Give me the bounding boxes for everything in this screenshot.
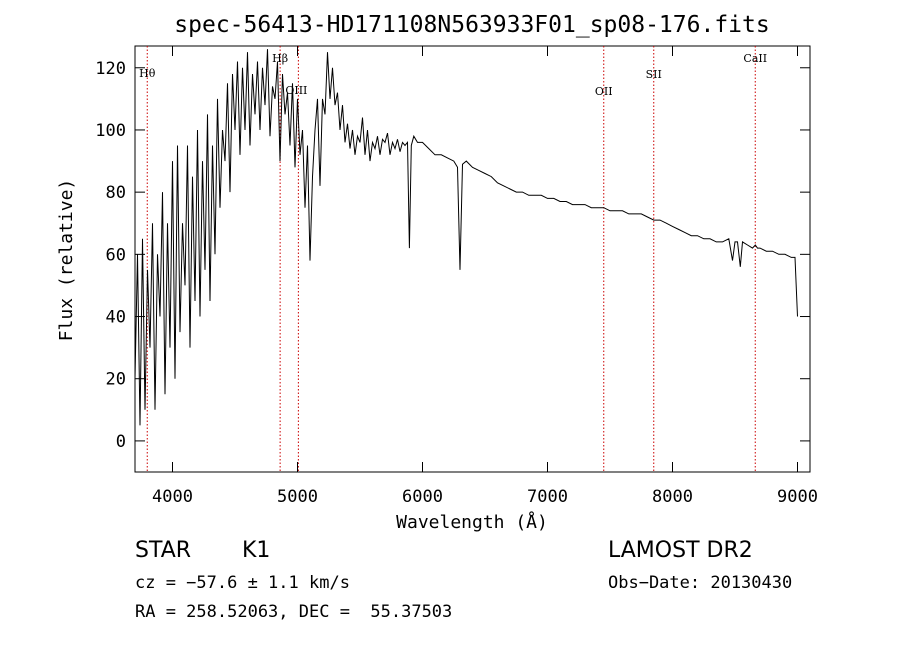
y-tick-label: 100 (95, 121, 126, 141)
x-tick-label: 4000 (152, 487, 193, 507)
y-tick-label: 120 (95, 59, 126, 79)
y-tick-label: 40 (106, 308, 126, 328)
line-marker-label: SII (646, 68, 662, 81)
line-marker-label: CaII (743, 52, 767, 65)
line-marker-label: Hθ (139, 67, 156, 80)
line-marker-label: OII (595, 85, 613, 98)
chart-title: spec-56413-HD171108N563933F01_sp08-176.f… (174, 12, 769, 38)
observation-date: Obs−Date: 20130430 (608, 573, 793, 593)
y-axis-label: Flux (relative) (56, 179, 77, 342)
coordinates: RA = 258.52063, DEC = 55.37503 (135, 602, 453, 622)
x-axis-label: Wavelength (Å) (396, 511, 548, 533)
survey-label: LAMOST DR2 (608, 538, 753, 563)
plot-frame (134, 45, 811, 473)
spectral-line-markers: Hθ Hβ OIII OII SII CaII (139, 46, 767, 472)
y-tick-label: 20 (106, 370, 126, 390)
x-tick-label: 8000 (652, 487, 693, 507)
x-tick-label: 5000 (277, 487, 318, 507)
x-tick-label: 9000 (777, 487, 818, 507)
x-tick-label: 6000 (402, 487, 443, 507)
y-tick-label: 60 (106, 245, 126, 265)
x-tick-label: 7000 (527, 487, 568, 507)
line-marker-label: Hβ (272, 52, 288, 65)
y-tick-label: 80 (106, 183, 126, 203)
y-tick-label: 0 (116, 432, 126, 452)
object-class: STAR (135, 538, 192, 563)
axis-ticks: 4000 5000 6000 7000 8000 9000 0 20 40 60 80 100 120 (95, 46, 818, 507)
object-subclass: K1 (242, 538, 271, 563)
line-marker-label: OIII (285, 84, 307, 97)
redshift-velocity: cz = −57.6 ± 1.1 km/s (135, 573, 350, 593)
spectrum-line (134, 49, 798, 426)
